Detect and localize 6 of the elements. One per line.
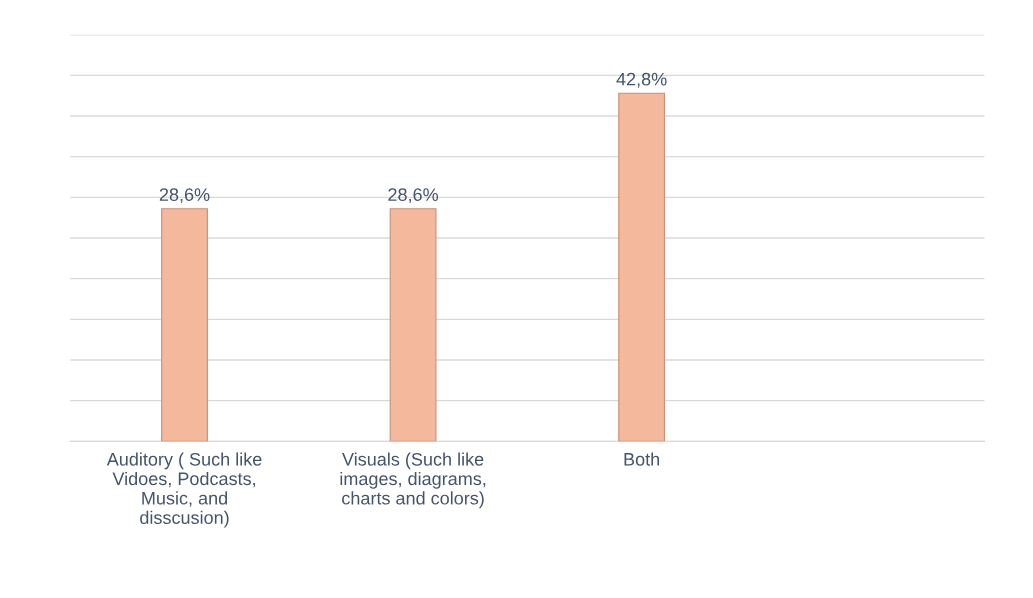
data-label: 28,6% bbox=[388, 188, 439, 204]
x-tick-label: Auditory ( Such like Vidoes, Podcasts, Music, and disscusion) bbox=[106, 452, 262, 528]
x-tick-label: Both bbox=[624, 452, 660, 466]
data-label: 28,6% bbox=[159, 188, 210, 204]
data-label: 42,8% bbox=[616, 72, 667, 88]
x-tick-label: Visuals (Such like images, diagrams, charts and colors) bbox=[340, 452, 486, 509]
